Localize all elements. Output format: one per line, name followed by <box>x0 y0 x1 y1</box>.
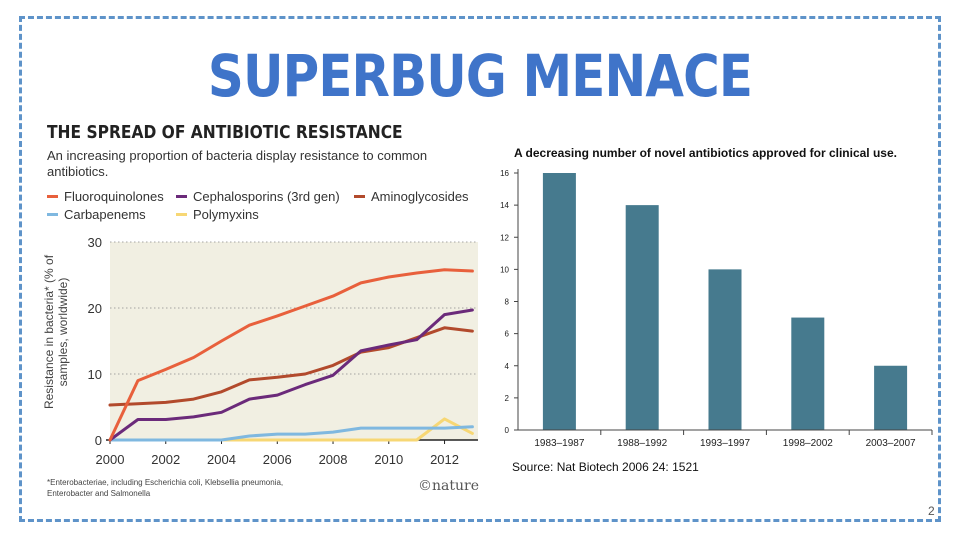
legend-swatch <box>176 195 187 198</box>
legend-item-polymyxins: Polymyxins <box>176 207 259 222</box>
slide-frame <box>19 16 941 522</box>
left-chart-footnote: *Enterobacteriae, including Escherichia … <box>47 477 283 499</box>
left-chart-subtitle: An increasing proportion of bacteria dis… <box>47 148 428 179</box>
legend-label: Cephalosporins (3rd gen) <box>193 189 340 204</box>
legend-item-fluoroquinolones: Fluoroquinolones <box>47 189 164 204</box>
nature-credit: ©nature <box>418 478 479 494</box>
slide-title: SUPERBUG MENACE <box>207 42 753 110</box>
right-chart-source: Source: Nat Biotech 2006 24: 1521 <box>512 460 699 474</box>
legend-label: Fluoroquinolones <box>64 189 164 204</box>
legend-swatch <box>176 213 187 216</box>
legend-swatch <box>47 213 58 216</box>
legend-label: Aminoglycosides <box>371 189 469 204</box>
left-chart-ylabel: Resistance in bacteria* (% of samples, w… <box>42 254 70 410</box>
legend-swatch <box>354 195 365 198</box>
legend-item-cephalosporins: Cephalosporins (3rd gen) <box>176 189 340 204</box>
legend-swatch <box>47 195 58 198</box>
left-chart-title: THE SPREAD OF ANTIBIOTIC RESISTANCE <box>47 122 403 143</box>
right-chart-title: A decreasing number of novel antibiotics… <box>514 146 897 160</box>
legend-item-carbapenems: Carbapenems <box>47 207 146 222</box>
footnote-line: Enterobacter and Salmonella <box>47 489 151 498</box>
legend-item-aminoglycosides: Aminoglycosides <box>354 189 469 204</box>
page-number: 2 <box>928 504 935 518</box>
legend-label: Polymyxins <box>193 207 259 222</box>
footnote-line: *Enterobacteriae, including Escherichia … <box>47 478 284 487</box>
legend-label: Carbapenems <box>64 207 146 222</box>
